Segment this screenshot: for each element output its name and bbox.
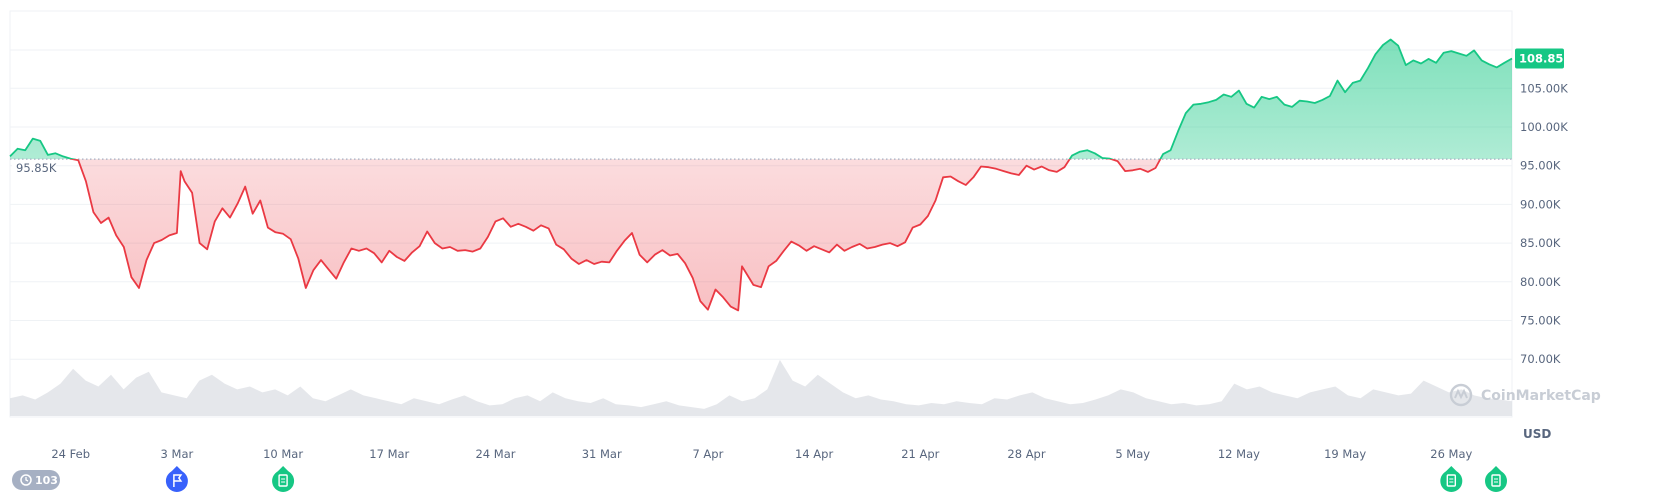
price-area: [10, 39, 1512, 311]
x-axis: 24 Feb 3 Mar 10 Mar 17 Mar 24 Mar 31 Mar 7 Apr…: [51, 447, 1472, 461]
x-tick-label: 12 May: [1218, 447, 1260, 461]
x-tick-label: 31 Mar: [582, 447, 622, 461]
x-tick-label: 19 May: [1324, 447, 1366, 461]
y-axis: 70.00K 75.00K 80.00K 85.00K 90.00K 95.00K 100.…: [1520, 81, 1568, 366]
area-below-baseline: [72, 159, 1161, 311]
y-tick-label: 100.00K: [1520, 120, 1568, 134]
history-icon: [20, 474, 32, 486]
event-markers: 103: [12, 466, 1507, 492]
current-price-label: 108.85K: [1519, 52, 1573, 66]
x-tick-label: 7 Apr: [692, 447, 723, 461]
coinmarketcap-watermark: CoinMarketCap: [1449, 383, 1601, 407]
x-tick-label: 14 Apr: [795, 447, 833, 461]
document-icon: [1491, 474, 1501, 487]
baseline-tag: 95.85K: [12, 160, 57, 176]
x-tick-label: 5 May: [1115, 447, 1150, 461]
x-tick-label: 17 Mar: [369, 447, 409, 461]
area-above-baseline: [10, 39, 1512, 160]
y-tick-label: 70.00K: [1520, 352, 1561, 366]
y-tick-label: 80.00K: [1520, 275, 1561, 289]
x-tick-label: 28 Apr: [1007, 447, 1045, 461]
document-icon: [1446, 474, 1457, 487]
y-tick-label: 105.00K: [1520, 81, 1568, 95]
event-news-marker[interactable]: [1440, 466, 1463, 492]
y-tick-label: 75.00K: [1520, 314, 1561, 328]
x-tick-label: 24 Mar: [475, 447, 515, 461]
plot-frame: [9, 10, 1513, 418]
x-tick-label: 3 Mar: [161, 447, 194, 461]
grid-lines: [9, 10, 1513, 418]
price-line-above: [9, 38, 1513, 160]
x-tick-label: 26 May: [1430, 447, 1472, 461]
watermark-text: CoinMarketCap: [1481, 388, 1601, 404]
event-flag-marker[interactable]: [165, 466, 188, 492]
currency-unit-label: USD: [1523, 427, 1551, 441]
price-line-below: [68, 159, 1162, 312]
event-news-marker[interactable]: [272, 466, 295, 492]
baseline-value-label: 95.85K: [16, 161, 57, 175]
x-tick-label: 21 Apr: [901, 447, 939, 461]
flag-icon: [173, 474, 183, 487]
x-tick-label: 10 Mar: [263, 447, 303, 461]
price-line: [9, 38, 1513, 312]
x-tick-label: 24 Feb: [51, 447, 90, 461]
y-tick-label: 90.00K: [1520, 197, 1561, 211]
event-news-marker[interactable]: [1485, 466, 1507, 492]
current-price-tag: 108.85K: [1515, 48, 1573, 69]
document-icon: [278, 474, 288, 487]
volume-area: [10, 359, 1512, 416]
y-tick-label: 95.00K: [1520, 159, 1561, 173]
y-tick-label: 85.00K: [1520, 236, 1561, 250]
event-count-badge[interactable]: 103: [12, 470, 60, 490]
volume-shape: [10, 359, 1512, 416]
event-count-label: 103: [35, 474, 58, 487]
